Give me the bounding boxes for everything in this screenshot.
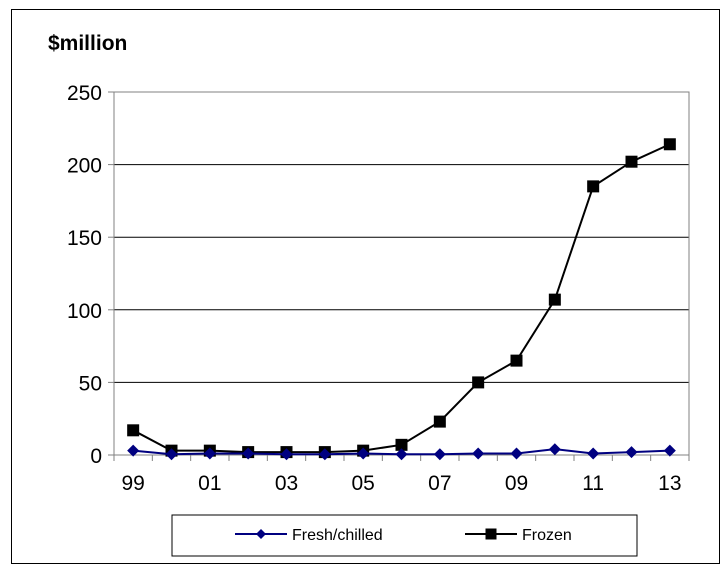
data-point-fresh-chilled — [203, 447, 216, 460]
gridlines — [114, 91, 689, 383]
y-tick-label: 200 — [67, 155, 102, 178]
x-tick-label: 09 — [505, 472, 528, 495]
chart-frame — [11, 9, 720, 564]
x-tick-label: 01 — [198, 472, 221, 495]
legend-marker — [256, 529, 266, 539]
data-point-fresh-chilled — [165, 448, 178, 461]
series-layer — [127, 138, 676, 461]
x-tick-label: 07 — [428, 472, 451, 495]
data-point-fresh-chilled — [318, 448, 331, 461]
legend-box — [171, 514, 638, 557]
series-frozen — [127, 138, 676, 459]
legend-marker — [485, 528, 497, 540]
data-point-frozen — [472, 376, 485, 389]
data-point-frozen — [548, 293, 561, 306]
series-fresh-chilled — [127, 443, 676, 461]
x-tick-label: 99 — [121, 472, 144, 495]
data-point-fresh-chilled — [242, 447, 255, 460]
legend-label: Frozen — [522, 527, 572, 544]
data-point-frozen — [127, 424, 140, 437]
data-point-fresh-chilled — [663, 444, 676, 457]
data-point-frozen — [625, 155, 638, 168]
axes — [108, 91, 690, 461]
unit-label: $million — [48, 32, 127, 55]
legend: Fresh/chilled Frozen — [171, 514, 638, 557]
y-tick-label: 250 — [67, 82, 102, 105]
plot-area — [113, 91, 690, 456]
data-point-fresh-chilled — [433, 448, 446, 461]
legend-item-fresh-chilled: Fresh/chilled — [235, 527, 383, 544]
data-point-fresh-chilled — [280, 448, 293, 461]
y-tick-label: 50 — [79, 372, 102, 395]
data-point-fresh-chilled — [127, 444, 140, 457]
data-point-frozen — [663, 138, 676, 151]
y-tick-label: 150 — [67, 227, 102, 250]
x-tick-label: 11 — [582, 472, 604, 495]
data-point-fresh-chilled — [472, 447, 485, 460]
legend-label: Fresh/chilled — [292, 527, 383, 544]
y-tick-labels: 0 50 100 150 200 250 — [67, 82, 102, 468]
y-tick-label: 0 — [90, 445, 102, 468]
data-point-fresh-chilled — [548, 443, 561, 456]
y-tick-label: 100 — [67, 300, 102, 323]
data-point-fresh-chilled — [510, 447, 523, 460]
x-tick-label: 13 — [658, 472, 681, 495]
data-point-fresh-chilled — [395, 448, 408, 461]
data-point-frozen — [510, 354, 523, 367]
data-point-frozen — [587, 180, 600, 193]
data-point-fresh-chilled — [587, 447, 600, 460]
data-point-frozen — [395, 438, 408, 451]
data-point-fresh-chilled — [625, 446, 638, 459]
legend-item-frozen: Frozen — [465, 527, 572, 544]
x-tick-labels: 99 01 03 05 07 09 11 13 — [121, 472, 681, 495]
data-point-fresh-chilled — [357, 447, 370, 460]
data-point-frozen — [433, 415, 446, 428]
x-tick-label: 05 — [351, 472, 374, 495]
x-tick-label: 03 — [275, 472, 298, 495]
